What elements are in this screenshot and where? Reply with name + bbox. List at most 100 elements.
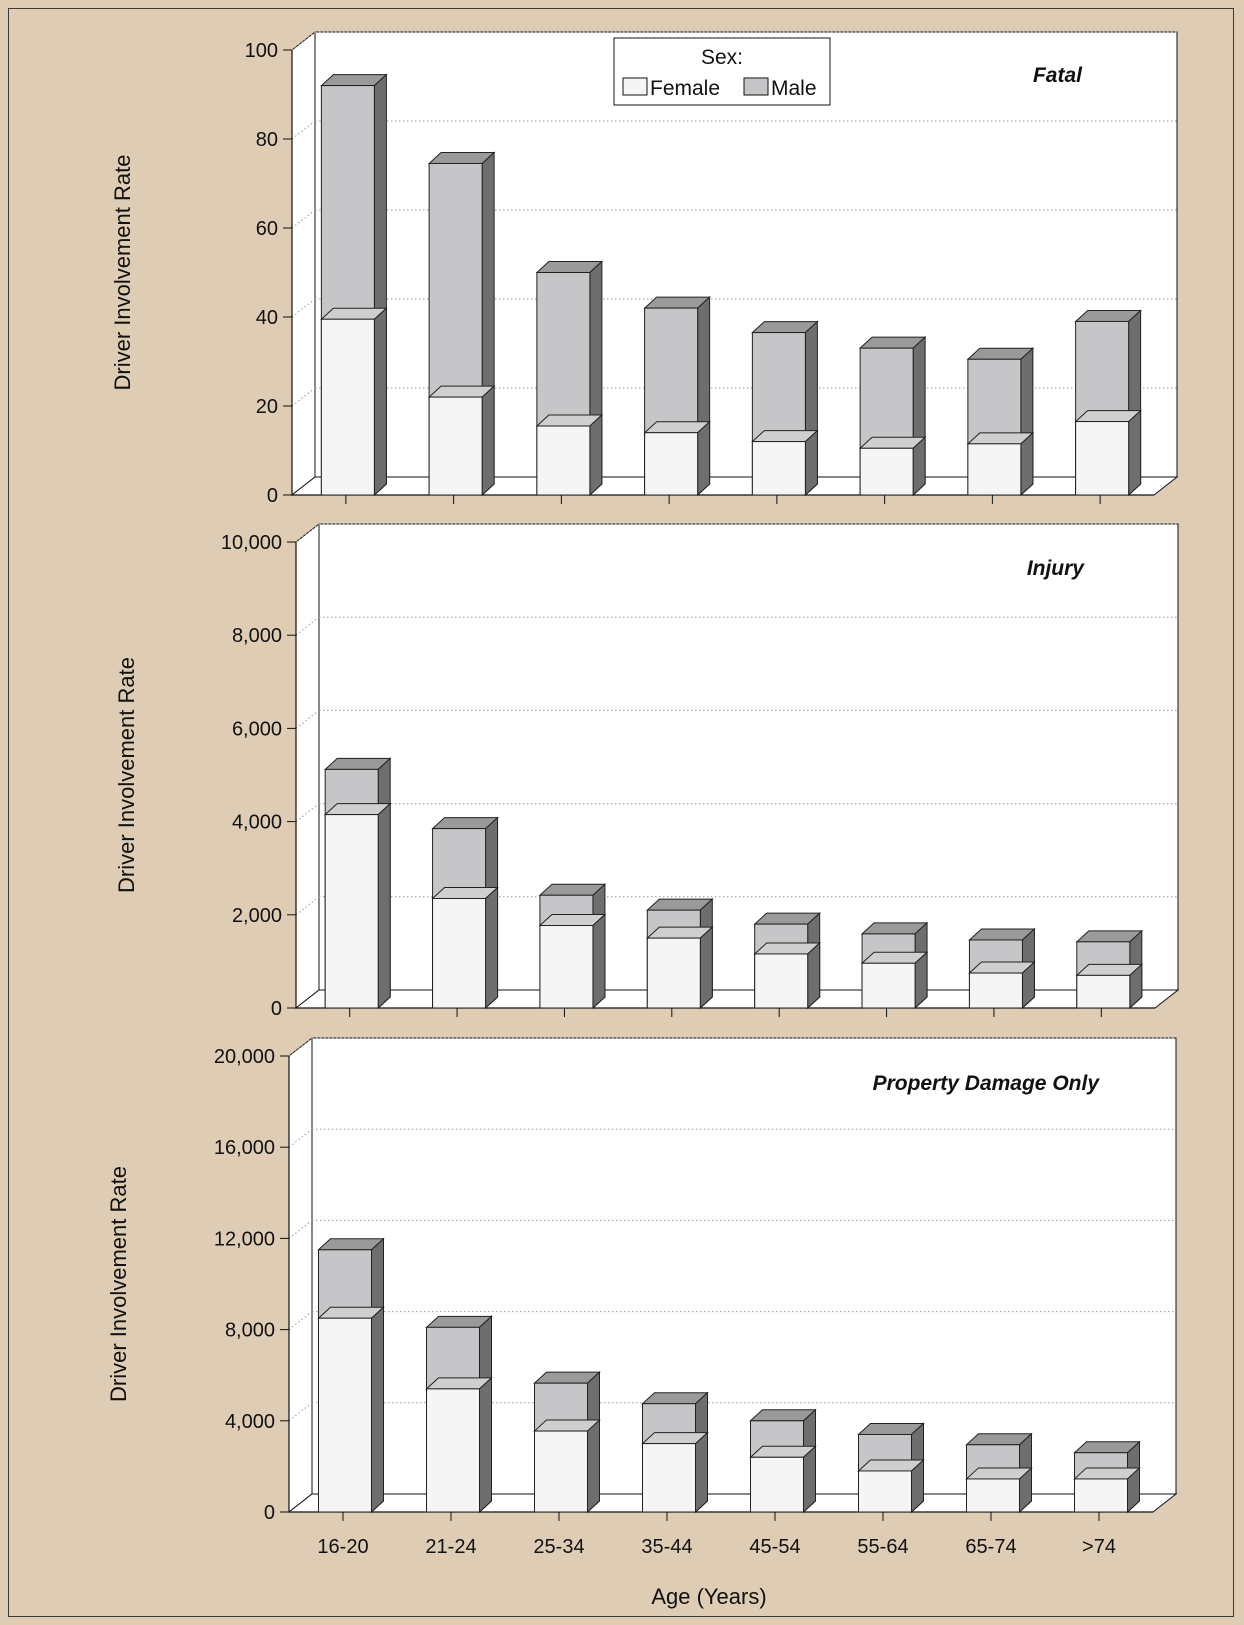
- y-tick-label: 8,000: [232, 625, 282, 647]
- plot-side-wall: [295, 522, 320, 1010]
- bar-female-front: [966, 1478, 1020, 1513]
- bar-female-side: [1128, 409, 1142, 497]
- gridline-side: [295, 896, 320, 916]
- bar-female: [317, 1306, 385, 1514]
- bar-female-side: [485, 886, 499, 1010]
- bar-female-side: [481, 384, 495, 497]
- bar-female-front: [968, 972, 1023, 1009]
- y-tick-label: 0: [264, 1502, 275, 1524]
- y-tick-label: 2,000: [232, 905, 282, 927]
- gridline-side: [288, 1037, 313, 1057]
- bar-female: [425, 1376, 493, 1514]
- bar-female: [320, 307, 388, 497]
- panel-title: Fatal: [1033, 64, 1083, 87]
- x-tick-label: 45-54: [749, 1536, 800, 1558]
- bar-female-side: [589, 413, 603, 497]
- chart-panel-1: 0 2,000 4,000 6,000 8,000 10,000 Driver Involv…: [114, 522, 1180, 1020]
- y-tick-label: 4,000: [232, 812, 282, 834]
- x-tick-label: 21-24: [425, 1536, 476, 1558]
- bar-female: [753, 941, 821, 1010]
- bar-female: [1074, 409, 1142, 497]
- y-tick-label: 0: [271, 998, 282, 1020]
- x-tick-label: 65-74: [965, 1536, 1016, 1558]
- bar-female-front: [754, 953, 809, 1009]
- x-tick-label: 25-34: [533, 1536, 584, 1558]
- bar-female: [431, 886, 499, 1010]
- bar-female-front: [1076, 974, 1131, 1009]
- legend: Sex: Female Male: [613, 37, 831, 106]
- gridline-side: [288, 1220, 313, 1239]
- x-tick-label: 16-20: [317, 1536, 368, 1558]
- bar-female: [751, 429, 819, 497]
- bar-female-side: [699, 925, 713, 1010]
- bar-female-front: [426, 1388, 480, 1513]
- gridline-side: [291, 298, 316, 318]
- bar-female-front: [428, 396, 483, 496]
- plot-side-wall: [288, 1036, 313, 1514]
- x-axis-label: Age (Years): [651, 1584, 766, 1609]
- bar-female-side: [1020, 431, 1034, 497]
- bar-female-side: [804, 429, 818, 497]
- plot-side-wall: [291, 30, 316, 497]
- gridline-side: [288, 1128, 313, 1148]
- bar-female: [643, 420, 711, 497]
- gridline-side: [291, 31, 316, 51]
- bar-female: [858, 436, 927, 497]
- y-tick-label: 80: [256, 129, 278, 151]
- bar-female-front: [859, 447, 914, 496]
- plot-floor: [290, 476, 1179, 496]
- bar-female-front: [967, 443, 1022, 496]
- bar-female-side: [587, 1418, 600, 1514]
- gridline-side: [295, 710, 320, 729]
- chart-panel-2: 0 4,000 8,000 12,000 16,000 20,000 Driver Invo…: [106, 1036, 1178, 1558]
- bar-female: [1075, 963, 1144, 1010]
- panel-title: Injury: [1027, 557, 1085, 580]
- legend-title: Sex:: [701, 46, 743, 69]
- legend-label-male: Male: [771, 77, 817, 100]
- bar-female-side: [592, 913, 606, 1010]
- legend-box: [613, 37, 831, 106]
- bar-female-side: [377, 802, 391, 1010]
- y-tick-label: 60: [256, 218, 278, 240]
- bar-female: [1073, 1466, 1141, 1514]
- y-tick-label: 0: [267, 485, 278, 507]
- y-tick-label: 100: [245, 40, 278, 62]
- bar-female: [641, 1431, 709, 1514]
- y-tick-label: 6,000: [232, 718, 282, 740]
- chart-frame: [8, 8, 1234, 1617]
- gridline-side: [291, 387, 316, 407]
- bar-female-front: [1074, 1478, 1128, 1513]
- bar-female: [535, 413, 604, 497]
- gridline-side: [291, 120, 316, 140]
- y-tick-label: 12,000: [214, 1228, 275, 1250]
- legend-swatch-female: [622, 77, 648, 96]
- y-tick-label: 10,000: [221, 532, 282, 554]
- bar-female-front: [642, 1443, 696, 1513]
- plot-floor: [287, 1493, 1178, 1513]
- bar-female: [749, 1445, 817, 1514]
- bar-female-side: [373, 307, 387, 497]
- x-tick-label: 35-44: [641, 1536, 692, 1558]
- x-tick-label: 55-64: [857, 1536, 908, 1558]
- bar-female-front: [318, 1317, 372, 1513]
- bar-female-front: [534, 1430, 588, 1513]
- chart-panel-0: 0 20 40 60 80 100 Driver Involvement Rate Fatal: [110, 30, 1179, 507]
- bar-female-side: [695, 1431, 708, 1514]
- bar-female-side: [803, 1445, 816, 1514]
- bar-female-side: [697, 420, 711, 497]
- bar-female-front: [536, 425, 591, 496]
- y-tick-label: 20: [256, 396, 278, 418]
- gridline-side: [295, 616, 320, 636]
- bar-female-front: [324, 814, 379, 1009]
- bar-female: [966, 431, 1035, 497]
- gridline-side: [288, 1402, 313, 1422]
- gridline-side: [295, 523, 320, 543]
- bar-female-side: [807, 941, 821, 1010]
- bar-female: [857, 1458, 925, 1514]
- bar-female: [427, 384, 496, 497]
- y-axis-label: Driver Involvement Rate: [106, 1166, 131, 1402]
- bar-female-side: [479, 1376, 492, 1514]
- bar-female-front: [432, 897, 487, 1009]
- bar-female: [968, 960, 1036, 1010]
